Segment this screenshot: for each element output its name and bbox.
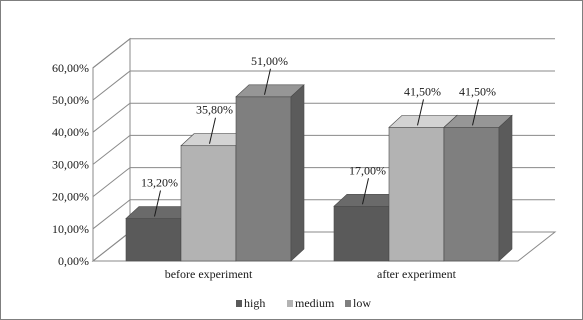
bar-front [333,205,390,262]
data-label-leader [472,99,479,126]
data-label: 17,00% [349,163,386,177]
bar-front [125,218,182,262]
bars-group [125,84,513,262]
legend-swatch-low [345,300,351,307]
gridline [92,38,555,69]
y-tick-label: 20,00% [52,190,89,204]
y-tick-label: 30,00% [52,157,89,171]
y-tick-label: 10,00% [52,222,89,236]
legend-swatch-medium [287,300,293,307]
data-label-leader [417,99,424,126]
data-label: 41,50% [404,84,441,98]
gridline [92,102,555,133]
data-labels-group: 13,20% 35,80% 51,00% 17,00% 41,50% 41,50% [141,54,496,217]
bar-side [290,84,305,262]
category-labels-group: before experiment after experiment [165,267,457,281]
gridline [92,70,555,101]
data-label-leader [362,178,369,205]
legend-label-low: low [353,296,371,310]
bar-front [180,145,237,262]
bar-front [443,127,500,262]
category-label: before experiment [165,267,253,281]
legend: high medium low [236,296,371,310]
bar-front [235,96,292,262]
y-tick-label: 50,00% [52,93,89,107]
legend-label-high: high [244,296,265,310]
data-label: 13,20% [141,175,178,189]
y-tick-label: 60,00% [52,61,89,75]
y-axis-ticks: 0,00% 10,00% 20,00% 30,00% 40,00% 50,00% 60,00… [52,61,89,268]
data-label-leader [264,68,271,95]
data-label: 51,00% [251,54,288,68]
data-label: 41,50% [459,84,496,98]
bar-low-before [235,84,305,262]
y-tick-label: 0,00% [58,254,89,268]
data-label-leader [209,117,216,144]
legend-label-medium: medium [295,296,335,310]
chart-gridlines [92,38,555,230]
bar-side [498,114,513,262]
bar-front [388,127,445,262]
data-label: 35,80% [196,103,233,117]
bar-low-after [443,114,513,262]
data-label-leader [154,190,161,217]
y-tick-label: 40,00% [52,125,89,139]
legend-swatch-high [236,300,242,307]
category-label: after experiment [377,267,457,281]
